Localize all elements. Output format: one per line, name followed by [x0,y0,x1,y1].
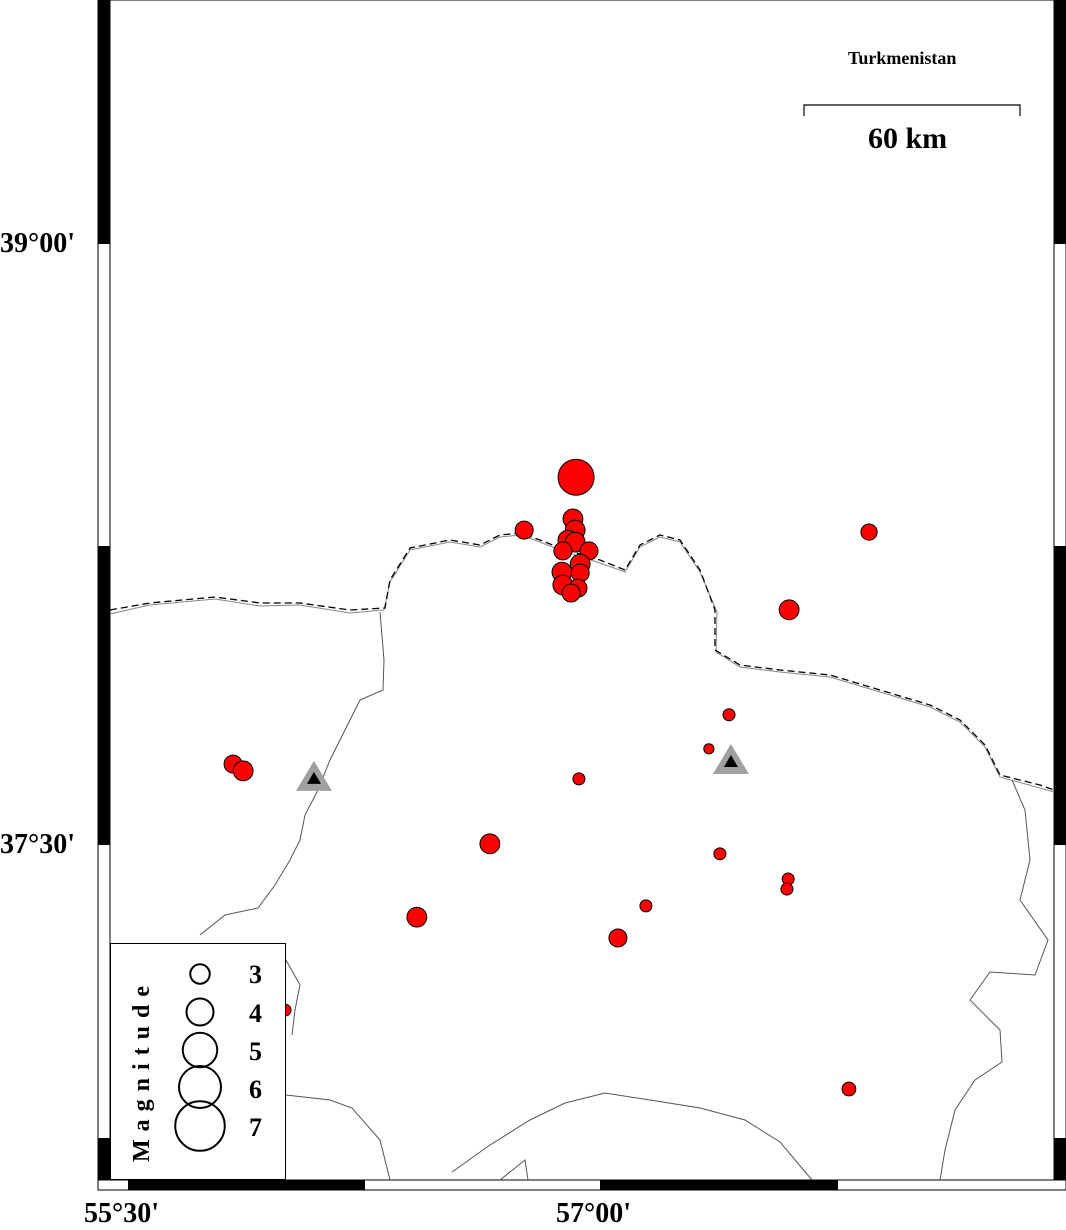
legend-symbols [174,963,226,1152]
seismic-stations [295,744,749,791]
earthquake-events [223,458,878,1097]
legend-circle [189,963,211,985]
legend-circle [181,1031,219,1069]
station-triangle-icon [712,744,749,775]
earthquake-event [557,458,595,496]
lat-tick-label: 37°30' [0,829,75,860]
station-triangle-icon [295,760,332,791]
earthquake-event [639,899,653,913]
earthquake-event [722,708,736,722]
province-borders [199,611,1049,1181]
earthquake-event [479,833,501,855]
legend-label: 7 [249,1113,262,1142]
earthquake-event [406,906,428,928]
country-border [109,532,1055,793]
legend-label: 6 [249,1075,262,1104]
earthquake-event [514,520,534,540]
scale-bar-label: 60 km [868,122,948,155]
lon-tick-label: 55°30' [84,1198,159,1229]
legend-label: 4 [249,999,262,1028]
magnitude-legend: Magnitude 3 4 5 6 7 [110,943,286,1180]
legend-circle [174,1100,226,1152]
earthquake-event [713,847,727,861]
lat-tick-label: 39°00' [0,228,75,259]
earthquake-event [841,1081,857,1097]
earthquake-event [860,523,878,541]
earthquake-event [778,599,800,621]
earthquake-event [780,882,794,896]
country-label: Turkmenistan [848,48,957,68]
lon-tick-label: 57°00' [556,1198,631,1229]
legend-circle [178,1065,222,1109]
earthquake-event [561,583,581,603]
legend-label: 3 [249,960,262,989]
earthquake-event [608,928,628,948]
scale-bar [803,104,1021,116]
earthquake-event [703,743,715,755]
earthquake-event [553,541,573,561]
earthquake-event [232,760,254,782]
earthquake-event [572,772,586,786]
legend-label: 5 [249,1037,262,1066]
legend-circle [185,997,215,1027]
